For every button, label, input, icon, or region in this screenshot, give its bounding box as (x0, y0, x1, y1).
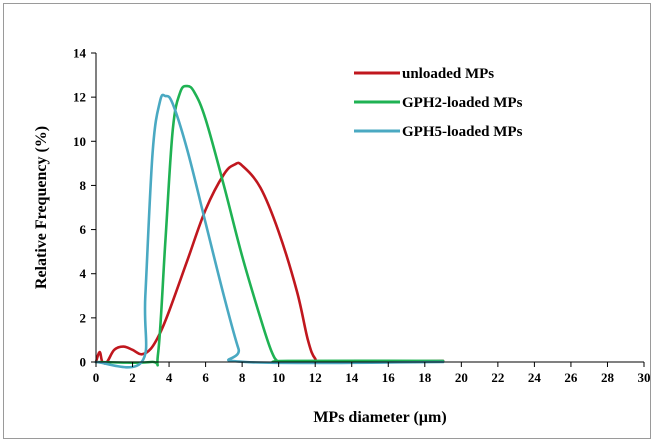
axes (95, 53, 644, 363)
legend-label: GPH2-loaded MPs (402, 95, 523, 111)
plot-lines (94, 84, 445, 369)
x-tick-label: 14 (345, 370, 359, 385)
x-tick-label: 18 (418, 370, 432, 385)
x-ticks: 0 2 4 6 8 10 12 14 16 18 20 22 24 26 28 30 (93, 362, 651, 385)
x-tick-label: 4 (166, 370, 173, 385)
legend-label: unloaded MPs (402, 66, 494, 82)
y-tick-label: 2 (80, 310, 87, 325)
x-tick-label: 30 (638, 370, 651, 385)
y-tick-label: 10 (73, 134, 86, 149)
y-tick-label: 4 (80, 266, 87, 281)
y-tick-label: 8 (80, 178, 87, 193)
x-tick-label: 22 (491, 370, 504, 385)
x-tick-label: 8 (239, 370, 246, 385)
y-tick-label: 12 (73, 90, 86, 105)
x-tick-label: 16 (382, 370, 396, 385)
legend-label: GPH5-loaded MPs (402, 124, 523, 140)
series-line-gph5-loaded-mps (94, 93, 445, 369)
legend: unloaded MPs GPH2-loaded MPs GPH5-loaded M… (354, 66, 523, 140)
x-tick-label: 0 (93, 370, 100, 385)
x-tick-label: 26 (564, 370, 578, 385)
x-tick-label: 20 (455, 370, 468, 385)
x-tick-label: 24 (528, 370, 542, 385)
series-line-gph2-loaded-mps (94, 84, 445, 367)
series-line-unloaded-mps (94, 161, 445, 365)
y-axis-title: Relative Frequency (%) (33, 126, 50, 289)
x-tick-label: 28 (601, 370, 615, 385)
y-tick-label: 6 (80, 222, 87, 237)
x-tick-label: 12 (309, 370, 322, 385)
y-tick-label: 14 (73, 46, 87, 61)
y-tick-label: 0 (80, 355, 87, 370)
x-axis-title: MPs diameter (µm) (313, 409, 446, 426)
x-tick-label: 2 (129, 370, 136, 385)
chart-frame (3, 3, 651, 439)
x-tick-label: 6 (202, 370, 209, 385)
x-tick-label: 10 (272, 370, 285, 385)
y-ticks: 0 2 4 6 8 10 12 14 (73, 46, 96, 370)
